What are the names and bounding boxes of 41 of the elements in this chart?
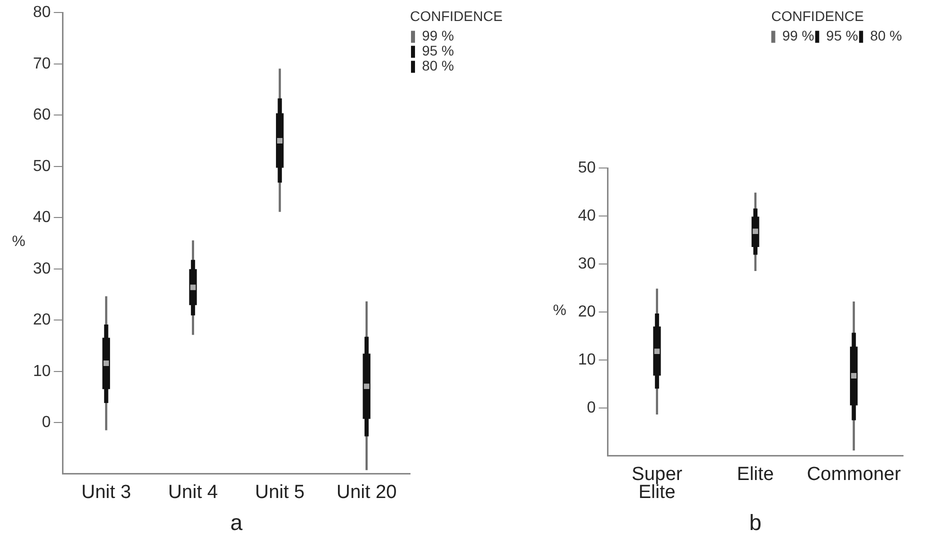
point bbox=[654, 348, 660, 354]
x-tick-label: Unit 3 bbox=[81, 482, 132, 504]
point bbox=[277, 138, 283, 144]
legend-label: 80 % bbox=[422, 58, 454, 74]
y-tick-label: 0 bbox=[586, 399, 596, 416]
legend-label: 95 % bbox=[422, 42, 454, 59]
y-tick-label: 80 bbox=[33, 4, 51, 22]
point bbox=[752, 228, 758, 234]
text: b bbox=[748, 510, 763, 536]
y-tick-label: 20 bbox=[33, 312, 51, 329]
y-axis-title: % bbox=[12, 233, 26, 250]
y-tick-label: 50 bbox=[33, 158, 51, 175]
y-tick-label: 10 bbox=[33, 362, 51, 380]
y-axis-title: % bbox=[553, 302, 566, 319]
y-tick-label: 20 bbox=[578, 303, 596, 320]
text: a bbox=[229, 510, 244, 536]
legend-label: 99 % bbox=[422, 28, 454, 44]
y-tick-label: 50 bbox=[578, 159, 596, 176]
x-tick-label: Unit 5 bbox=[254, 482, 305, 504]
y-tick-label: 30 bbox=[33, 260, 51, 278]
y-tick-label: 10 bbox=[578, 351, 596, 368]
y-tick-label: 70 bbox=[33, 55, 51, 72]
x-tick-label: Unit 4 bbox=[168, 482, 218, 504]
legend-label: 99 % bbox=[782, 28, 814, 44]
y-tick-label: 0 bbox=[42, 414, 51, 432]
x-tick-label: Elite bbox=[736, 464, 774, 486]
y-tick-label: 40 bbox=[33, 209, 51, 226]
point bbox=[103, 360, 109, 366]
x-tick-label: Commoner bbox=[806, 464, 902, 486]
x-tick-label: Unit 20 bbox=[336, 482, 397, 504]
legend-title: CONFIDENCE bbox=[410, 8, 503, 24]
y-tick-label: 40 bbox=[578, 207, 596, 224]
y-tick-label: 60 bbox=[33, 106, 51, 124]
legend-title: CONFIDENCE bbox=[771, 8, 864, 24]
point bbox=[851, 373, 857, 378]
point bbox=[190, 284, 196, 290]
legend-label: 95 % bbox=[826, 28, 858, 44]
x-tick-label: Super Elite bbox=[632, 464, 684, 504]
point bbox=[364, 384, 370, 390]
legend-label: 80 % bbox=[870, 28, 902, 44]
y-tick-label: 30 bbox=[578, 255, 596, 272]
